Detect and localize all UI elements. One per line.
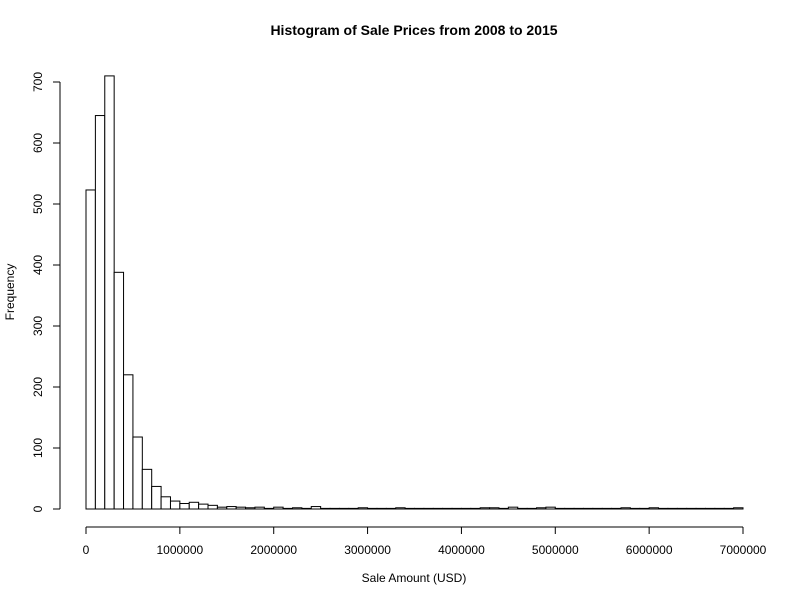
histogram-bar [629,507,641,510]
histogram-bar [723,507,735,510]
x-tick-label: 6000000 [626,543,673,557]
histogram-bar [329,507,340,510]
x-axis: 0 1000000 2000000 3000000 4000000 5000000 6000… [83,526,767,557]
x-axis-label: Sale Amount (USD) [362,571,467,585]
histogram-bar [254,506,265,510]
histogram-bar [573,507,584,510]
histogram-bar [320,507,331,510]
histogram-bar [704,507,716,510]
y-tick-label: 200 [31,377,45,397]
histogram-bar [536,507,547,510]
x-tick-label: 2000000 [250,543,297,557]
histogram-bar [291,507,303,510]
histogram-bar [169,500,181,510]
histogram-bar [216,506,228,510]
histogram-bar [658,507,669,510]
histogram-bar [517,507,528,510]
histogram-bar [489,507,500,510]
histogram-bar [104,75,115,510]
histogram-bar [338,507,350,510]
y-tick-label: 500 [31,194,45,214]
histogram-bar [179,503,190,510]
histogram-bar [611,507,622,510]
histogram-bar [273,506,284,510]
histogram-bar [376,507,387,510]
histogram-bar [198,503,209,510]
histogram-bar [470,507,481,510]
histogram-bar [432,507,444,510]
histogram-bar [695,507,706,510]
histogram-bar [404,507,415,510]
y-tick-label: 0 [31,505,45,512]
y-tick-label: 400 [31,255,45,275]
histogram-bar [564,507,575,510]
histogram-bar [676,507,688,510]
y-tick-label: 600 [31,133,45,153]
y-tick-label: 100 [31,438,45,458]
x-tick-label: 7000000 [720,543,767,557]
histogram-bar [235,506,247,510]
histogram-bar [451,507,462,510]
chart-title: Histogram of Sale Prices from 2008 to 20… [270,22,557,38]
histogram-bar [554,507,566,510]
histogram-bar [141,468,153,510]
x-tick-label: 0 [83,543,90,557]
histogram-bar [648,507,660,510]
histogram-bar [686,507,697,510]
bars [85,75,744,510]
histogram-bar [151,485,162,510]
histogram-bar [733,507,744,510]
histogram-bar [357,507,369,510]
histogram-bar [113,271,125,510]
histogram-bar [245,507,256,510]
histogram-bar [507,506,519,510]
histogram-bar [301,507,312,510]
histogram-bar [414,507,425,510]
histogram-bar [85,189,96,510]
x-tick-label: 3000000 [344,543,391,557]
histogram-bar [592,507,603,510]
x-tick-label: 1000000 [156,543,203,557]
histogram-bar [132,436,143,510]
histogram-bar [123,374,134,510]
histogram-bar [442,507,453,510]
histogram-bar [395,507,406,510]
histogram-bar [188,501,200,510]
histogram-bar [226,506,237,510]
histogram-bar [479,507,491,510]
histogram-bar [348,507,359,510]
y-tick-label: 300 [31,316,45,336]
histogram-bar [460,507,472,510]
histogram-bar [582,507,594,510]
histogram-bar [667,507,678,510]
histogram-bar [310,506,322,510]
histogram-bar [367,507,378,510]
x-tick-label: 5000000 [532,543,579,557]
histogram-bar [601,507,613,510]
histogram-bar [423,507,434,510]
y-axis: 0 100 200 300 400 500 600 700 [31,72,61,512]
y-tick-label: 700 [31,72,45,92]
histogram-bar [526,507,538,510]
y-axis-label: Frequency [3,264,17,321]
histogram-bar [545,506,556,510]
histogram-bar [714,507,725,510]
histogram-bar [160,496,171,510]
histogram-bar [282,507,293,510]
x-tick-label: 4000000 [438,543,485,557]
histogram-bar [94,115,106,510]
histogram-bar [498,507,509,510]
histogram-bar [639,507,650,510]
histogram-bar [207,504,218,510]
histogram-bar [263,507,275,510]
histogram-bar [620,507,631,510]
histogram-bar [385,507,397,510]
